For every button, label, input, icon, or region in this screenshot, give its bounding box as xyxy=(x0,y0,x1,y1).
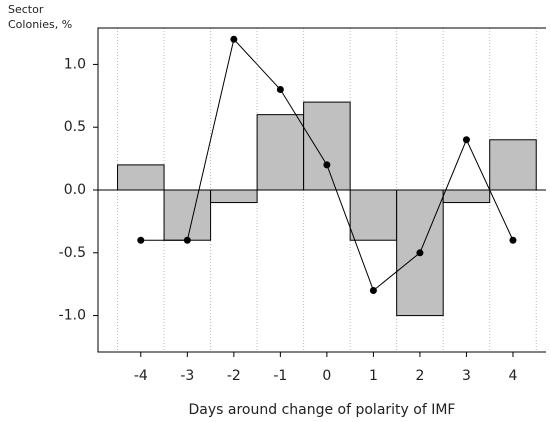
bar xyxy=(489,139,537,191)
bar xyxy=(117,164,165,191)
x-tick-label: 1 xyxy=(369,368,378,384)
point xyxy=(369,286,377,294)
point xyxy=(137,236,145,244)
point xyxy=(183,236,191,244)
x-tick-label: -4 xyxy=(134,368,148,384)
x-tick-label: 2 xyxy=(415,368,424,384)
bar xyxy=(210,189,258,204)
bar xyxy=(442,189,491,204)
bar xyxy=(349,189,398,241)
y-axis-label: Sector xyxy=(8,3,44,16)
y-tick-label: 1.0 xyxy=(64,56,86,72)
bar xyxy=(303,101,351,191)
point xyxy=(462,136,470,144)
point xyxy=(276,86,284,94)
bar xyxy=(256,114,305,191)
x-tick-label: 4 xyxy=(509,368,518,384)
x-tick-label: 3 xyxy=(462,368,471,384)
x-axis-label: Days around change of polarity of IMF xyxy=(189,402,456,418)
point xyxy=(230,35,238,43)
y-tick-label: 0.0 xyxy=(64,182,86,198)
point xyxy=(416,249,424,257)
x-tick-label: -1 xyxy=(273,368,287,384)
point xyxy=(323,161,331,169)
y-tick-label: -0.5 xyxy=(59,245,86,261)
bar xyxy=(163,189,212,241)
y-axis-label: Colonies, % xyxy=(8,18,72,31)
x-tick-label: 0 xyxy=(322,368,331,384)
x-tick-label: -2 xyxy=(227,368,241,384)
y-tick-label: 0.5 xyxy=(64,119,86,135)
point xyxy=(509,236,517,244)
y-tick-label: -1.0 xyxy=(59,308,86,324)
x-tick-label: -3 xyxy=(180,368,194,384)
